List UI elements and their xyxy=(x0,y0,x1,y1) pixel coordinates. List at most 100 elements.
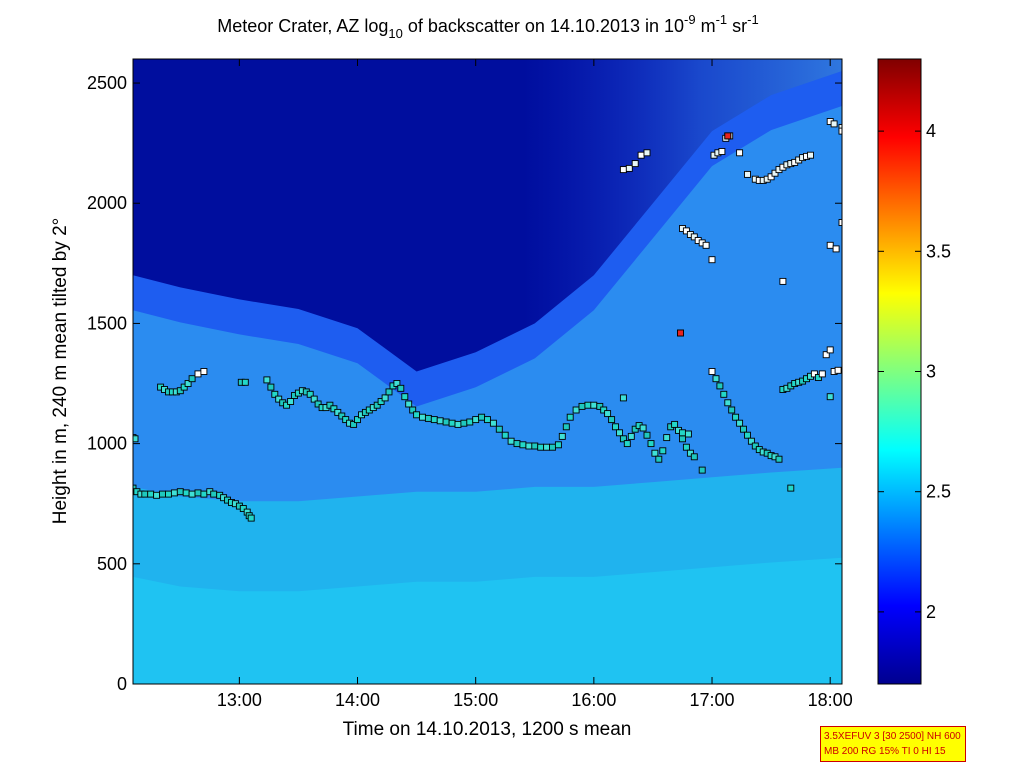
detection-point xyxy=(342,416,350,424)
detection-point xyxy=(744,170,751,178)
detection-point xyxy=(718,148,726,155)
detection-point xyxy=(639,424,647,432)
detection-point xyxy=(826,393,834,401)
y-tick-label: 0 xyxy=(117,674,127,694)
high-value-point xyxy=(724,132,732,140)
detection-point xyxy=(330,405,338,413)
colorbar-axis: 2 2.5 3 3.5 4 xyxy=(878,121,951,622)
detection-point xyxy=(478,413,486,421)
detection-point xyxy=(716,382,724,390)
processing-info-box: 3.5XEFUV 3 [30 2500] NH 600 MB 200 RG 15… xyxy=(820,726,966,762)
x-tick-label: 13:00 xyxy=(217,690,262,710)
detection-point xyxy=(619,435,627,443)
layer-surface-core xyxy=(133,557,842,684)
detection-point xyxy=(712,375,720,383)
detection-point xyxy=(767,173,775,181)
detection-point xyxy=(690,233,698,241)
title-part: sr xyxy=(727,16,747,36)
chart-title: Meteor Crater, AZ log10 of backscatter o… xyxy=(217,12,758,41)
detection-point xyxy=(210,490,218,498)
detection-point xyxy=(584,401,592,409)
detection-point xyxy=(549,443,556,451)
y-axis-label: Height in m, 240 m mean tilted by 2° xyxy=(50,218,71,524)
detection-point xyxy=(679,429,686,437)
detection-point xyxy=(736,149,744,157)
detection-point xyxy=(525,442,533,450)
detection-point xyxy=(182,489,190,497)
detection-point xyxy=(698,466,706,474)
detection-point xyxy=(702,241,710,249)
detection-point xyxy=(184,380,192,387)
detection-point xyxy=(200,490,208,498)
detection-point xyxy=(153,491,161,499)
detection-point xyxy=(619,166,627,174)
detection-point xyxy=(263,376,271,384)
detection-point xyxy=(287,398,295,405)
detection-point xyxy=(436,417,444,425)
detection-point xyxy=(385,388,393,396)
detection-point xyxy=(338,412,346,420)
detection-point xyxy=(314,400,322,408)
title-subscript: 10 xyxy=(388,26,402,41)
detection-point xyxy=(728,406,736,414)
detection-point xyxy=(170,489,178,497)
detection-point xyxy=(377,398,385,405)
detection-point xyxy=(720,390,728,398)
detection-point xyxy=(600,406,608,414)
detection-point xyxy=(275,395,283,403)
title-part: of backscatter on 14.10.2013 in 10 xyxy=(403,16,684,36)
detection-point xyxy=(690,453,698,461)
detection-point xyxy=(566,413,574,421)
detection-point xyxy=(543,443,551,451)
detection-point xyxy=(679,435,686,443)
x-axis-label: Time on 14.10.2013, 1200 s mean xyxy=(343,719,632,740)
colorbar-tick-label: 3 xyxy=(926,362,936,382)
detection-point xyxy=(489,419,497,427)
detection-point xyxy=(283,401,291,409)
x-tick-label: 16:00 xyxy=(571,690,616,710)
detection-point xyxy=(271,390,279,398)
detection-point xyxy=(686,449,694,457)
detection-point xyxy=(562,423,570,431)
detection-point xyxy=(472,416,480,424)
detection-point xyxy=(826,241,834,249)
detection-point xyxy=(578,402,586,410)
y-tick-label: 2500 xyxy=(87,73,127,93)
detection-point xyxy=(663,434,671,442)
detection-point xyxy=(409,406,417,414)
colorbar-tick-label: 2.5 xyxy=(926,482,951,502)
detection-point xyxy=(194,489,202,497)
y-tick-label: 2000 xyxy=(87,193,127,213)
detection-point xyxy=(826,346,834,354)
detection-point xyxy=(596,402,604,410)
detection-point xyxy=(612,423,619,431)
detection-point xyxy=(740,425,747,433)
detection-point xyxy=(413,411,421,419)
backscatter-field xyxy=(133,59,842,684)
x-tick-label: 14:00 xyxy=(335,690,380,710)
detection-point xyxy=(732,413,740,421)
detection-point xyxy=(401,393,409,401)
detection-point xyxy=(147,490,155,498)
detection-point xyxy=(159,490,166,498)
detection-point xyxy=(350,420,358,428)
x-axis: 13:00 14:00 15:00 16:00 17:00 18:00 xyxy=(217,59,853,710)
colorbar xyxy=(877,58,922,685)
detection-point xyxy=(608,416,616,424)
detection-point xyxy=(326,401,334,409)
detection-point xyxy=(495,425,503,433)
detection-point xyxy=(590,401,598,409)
detection-point xyxy=(631,425,639,433)
detection-point xyxy=(616,429,623,437)
detection-point xyxy=(747,437,755,445)
plot-frame xyxy=(132,58,843,685)
detection-point xyxy=(165,490,172,498)
y-tick-label: 500 xyxy=(97,554,127,574)
detection-point xyxy=(834,366,842,374)
detection-point xyxy=(405,400,413,408)
detection-point xyxy=(310,395,318,403)
detection-point xyxy=(267,383,275,391)
detection-point xyxy=(397,384,405,392)
detection-point xyxy=(141,490,149,498)
